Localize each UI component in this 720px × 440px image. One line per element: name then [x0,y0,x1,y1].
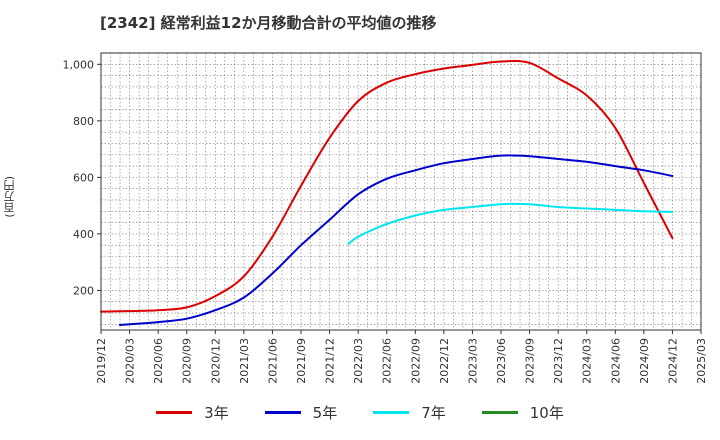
legend: 3年 5年 7年 10年 [0,402,720,423]
axis-layer: 200 400 600 800 1,000 2019/12 2020/03 2020/06 20… [63,58,709,383]
series-line-1 [119,154,674,326]
grid-layer [100,52,702,330]
x-tick-label: 2024/09 [638,338,651,384]
x-tick-label: 2024/06 [609,338,622,384]
x-tick-label: 2020/09 [181,338,194,384]
x-tick-label: 2023/12 [552,338,565,384]
x-tick-label: 2022/12 [438,338,451,384]
legend-item-0: 3年 [156,402,229,423]
legend-item-2: 7年 [373,402,446,423]
x-tick-label: 2024/12 [666,338,679,384]
x-tick-label: 2025/03 [695,338,708,384]
x-tick-label: 2023/09 [524,338,537,384]
y-tick-label: 1,000 [63,58,95,71]
x-tick-label: 2020/06 [152,338,165,384]
legend-swatch [156,411,193,414]
y-tick-label: 800 [73,115,94,128]
x-tick-label: 2021/03 [238,338,251,384]
x-tick-label: 2020/12 [209,338,222,384]
x-tick-label: 2023/03 [466,338,479,384]
legend-item-1: 5年 [264,402,338,423]
series-line-0 [100,60,674,313]
x-tick-label: 2024/03 [581,338,594,384]
series-layer [100,60,674,326]
legend-label: 5年 [312,404,338,422]
x-tick-label: 2022/03 [352,338,365,384]
legend-label: 7年 [421,404,446,422]
x-tick-label: 2021/09 [295,338,308,384]
x-tick-label: 2022/06 [381,338,394,384]
legend-label: 3年 [204,404,229,422]
x-tick-label: 2023/06 [495,338,508,384]
legend-label: 10年 [529,404,564,422]
legend-swatch [373,411,410,414]
y-tick-label: 600 [73,171,94,184]
chart-title: [2342] 経常利益12か月移動合計の平均値の推移 [100,14,437,32]
x-tick-label: 2021/06 [266,338,279,384]
legend-item-3: 10年 [481,402,564,423]
x-tick-label: 2019/12 [95,338,108,384]
y-tick-label: 200 [73,284,94,297]
y-tick-label: 400 [73,228,94,241]
x-tick-label: 2020/03 [124,338,137,384]
x-tick-label: 2022/09 [409,338,422,384]
line-chart: 200 400 600 800 1,000 2019/12 2020/03 2020/06 20… [63,52,709,384]
legend-swatch [264,411,301,414]
x-tick-label: 2021/12 [324,338,337,384]
legend-swatch [481,411,518,414]
series-line-2 [347,202,674,245]
plot-frame [100,52,702,331]
